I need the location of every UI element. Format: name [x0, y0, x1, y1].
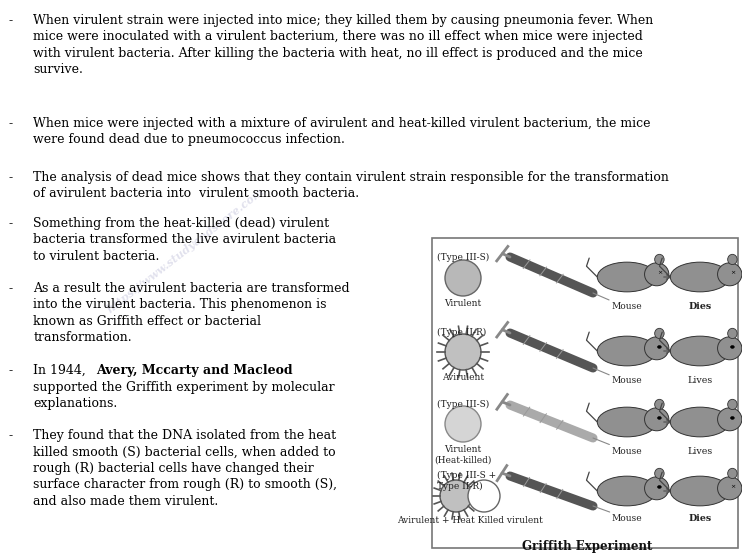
Ellipse shape — [718, 477, 742, 500]
Text: Mouse: Mouse — [611, 447, 643, 456]
Text: Lives: Lives — [687, 376, 712, 385]
Ellipse shape — [670, 407, 729, 437]
Text: transformation.: transformation. — [33, 331, 132, 344]
Text: (Type III-S): (Type III-S) — [437, 400, 489, 409]
Text: Avery, Mccarty and Macleod: Avery, Mccarty and Macleod — [96, 364, 293, 377]
Ellipse shape — [597, 407, 657, 437]
FancyBboxPatch shape — [432, 238, 738, 548]
Ellipse shape — [718, 408, 742, 431]
Text: In 1944,: In 1944, — [33, 364, 90, 377]
Text: The analysis of dead mice shows that they contain virulent strain responsible fo: The analysis of dead mice shows that the… — [33, 171, 669, 183]
Text: Avirulent: Avirulent — [442, 373, 484, 382]
Text: ×: × — [730, 270, 735, 275]
Text: known as Griffith effect or bacterial: known as Griffith effect or bacterial — [33, 315, 261, 327]
Text: Dies: Dies — [689, 302, 712, 311]
Text: (Type III-S +
Type II-R): (Type III-S + Type II-R) — [437, 471, 496, 491]
Text: Something from the heat-killed (dead) virulent: Something from the heat-killed (dead) vi… — [33, 217, 329, 230]
Ellipse shape — [597, 476, 657, 506]
Text: to virulent bacteria.: to virulent bacteria. — [33, 250, 160, 262]
Text: were found dead due to pneumococcus infection.: were found dead due to pneumococcus infe… — [33, 133, 345, 146]
Circle shape — [657, 485, 661, 488]
Text: and also made them virulent.: and also made them virulent. — [33, 495, 219, 508]
Text: Virulent: Virulent — [444, 299, 482, 308]
Ellipse shape — [445, 406, 481, 442]
Text: (Type II-R): (Type II-R) — [437, 328, 486, 337]
Ellipse shape — [654, 468, 664, 479]
Text: killed smooth (S) bacterial cells, when added to: killed smooth (S) bacterial cells, when … — [33, 446, 336, 459]
Text: survive.: survive. — [33, 63, 83, 76]
Text: Mouse: Mouse — [611, 514, 643, 523]
Ellipse shape — [654, 329, 664, 339]
Text: supported the Griffith experiment by molecular: supported the Griffith experiment by mol… — [33, 380, 335, 394]
Ellipse shape — [445, 334, 481, 370]
Circle shape — [657, 416, 661, 419]
Text: of avirulent bacteria into  virulent smooth bacteria.: of avirulent bacteria into virulent smoo… — [33, 187, 360, 200]
Text: ×: × — [730, 484, 735, 489]
Ellipse shape — [645, 408, 669, 431]
Ellipse shape — [654, 399, 664, 410]
Text: -: - — [9, 217, 13, 230]
Text: Dies: Dies — [689, 514, 712, 523]
Text: Avirulent + Heat Killed virulent: Avirulent + Heat Killed virulent — [397, 516, 543, 525]
Text: -: - — [9, 364, 13, 377]
Text: They found that the DNA isolated from the heat: They found that the DNA isolated from th… — [33, 429, 337, 442]
Ellipse shape — [718, 337, 742, 360]
Ellipse shape — [645, 477, 669, 500]
Ellipse shape — [670, 476, 729, 506]
Text: https://www.studyandscore.com: https://www.studyandscore.com — [105, 185, 266, 315]
Ellipse shape — [718, 263, 742, 286]
Text: Mouse: Mouse — [611, 376, 643, 385]
Circle shape — [731, 345, 735, 349]
Text: ×: × — [657, 270, 662, 275]
Ellipse shape — [645, 337, 669, 360]
Circle shape — [657, 345, 661, 349]
Text: explanations.: explanations. — [33, 397, 118, 410]
Ellipse shape — [728, 468, 737, 479]
Text: -: - — [9, 14, 13, 27]
Ellipse shape — [440, 480, 472, 512]
Text: Lives: Lives — [687, 447, 712, 456]
Text: (Type III-S): (Type III-S) — [437, 253, 489, 262]
Ellipse shape — [670, 262, 729, 292]
Ellipse shape — [445, 260, 481, 296]
Text: bacteria transformed the live avirulent bacteria: bacteria transformed the live avirulent … — [33, 234, 337, 246]
Text: When mice were injected with a mixture of avirulent and heat-killed virulent bac: When mice were injected with a mixture o… — [33, 117, 651, 130]
Ellipse shape — [670, 336, 729, 366]
Ellipse shape — [728, 399, 737, 410]
Text: rough (R) bacterial cells have changed their: rough (R) bacterial cells have changed t… — [33, 462, 314, 475]
Text: As a result the avirulent bacteria are transformed: As a result the avirulent bacteria are t… — [33, 282, 350, 295]
Ellipse shape — [597, 262, 657, 292]
Ellipse shape — [728, 329, 737, 339]
Ellipse shape — [654, 254, 664, 265]
Text: into the virulent bacteria. This phenomenon is: into the virulent bacteria. This phenome… — [33, 298, 327, 311]
Text: When virulent strain were injected into mice; they killed them by causing pneumo: When virulent strain were injected into … — [33, 14, 654, 27]
Text: -: - — [9, 429, 13, 442]
Ellipse shape — [728, 254, 737, 265]
Text: Mouse: Mouse — [611, 302, 643, 311]
Text: with virulent bacteria. After killing the bacteria with heat, no ill effect is p: with virulent bacteria. After killing th… — [33, 47, 643, 59]
Text: -: - — [9, 171, 13, 183]
Text: surface character from rough (R) to smooth (S),: surface character from rough (R) to smoo… — [33, 478, 338, 492]
Text: -: - — [9, 117, 13, 130]
Ellipse shape — [645, 263, 669, 286]
Ellipse shape — [468, 480, 500, 512]
Text: mice were inoculated with a virulent bacterium, there was no ill effect when mic: mice were inoculated with a virulent bac… — [33, 30, 643, 43]
Text: Virulent
(Heat-killed): Virulent (Heat-killed) — [434, 445, 492, 464]
Ellipse shape — [597, 336, 657, 366]
Circle shape — [731, 416, 735, 419]
Text: Griffith Experiment: Griffith Experiment — [522, 540, 652, 553]
Text: -: - — [9, 282, 13, 295]
